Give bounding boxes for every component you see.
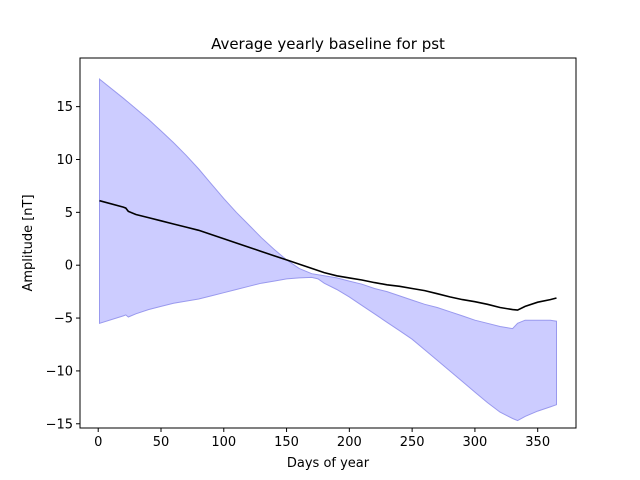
plot-frame <box>79 57 577 429</box>
y-tick-label: −5 <box>54 312 73 327</box>
y-axis-label: Amplitude [nT] <box>21 194 36 291</box>
x-axis-label: Days of year <box>287 456 370 471</box>
y-tick-label: 5 <box>65 206 73 221</box>
x-tick-label: 150 <box>274 435 299 450</box>
chart-title: Average yearly baseline for pst <box>211 35 445 53</box>
y-tick-label: 0 <box>65 259 73 274</box>
x-tick-label: 300 <box>463 435 488 450</box>
x-axis: 0 50 100 150 200 250 300 350 <box>94 428 550 450</box>
y-tick-label: −15 <box>46 417 73 432</box>
x-tick-label: 250 <box>400 435 425 450</box>
x-tick-label: 200 <box>337 435 362 450</box>
band-fill <box>99 78 557 422</box>
y-tick-label: 10 <box>56 153 73 168</box>
x-tick-label: 50 <box>153 435 170 450</box>
x-tick-label: 350 <box>525 435 550 450</box>
x-tick-label: 100 <box>211 435 236 450</box>
mean-line <box>99 199 557 311</box>
x-tick-label: 0 <box>94 435 102 450</box>
plot-area <box>99 78 557 422</box>
y-axis: −15 −10 −5 0 5 10 15 <box>46 100 80 432</box>
y-tick-label: 15 <box>56 100 73 115</box>
y-tick-label: −10 <box>46 364 73 379</box>
